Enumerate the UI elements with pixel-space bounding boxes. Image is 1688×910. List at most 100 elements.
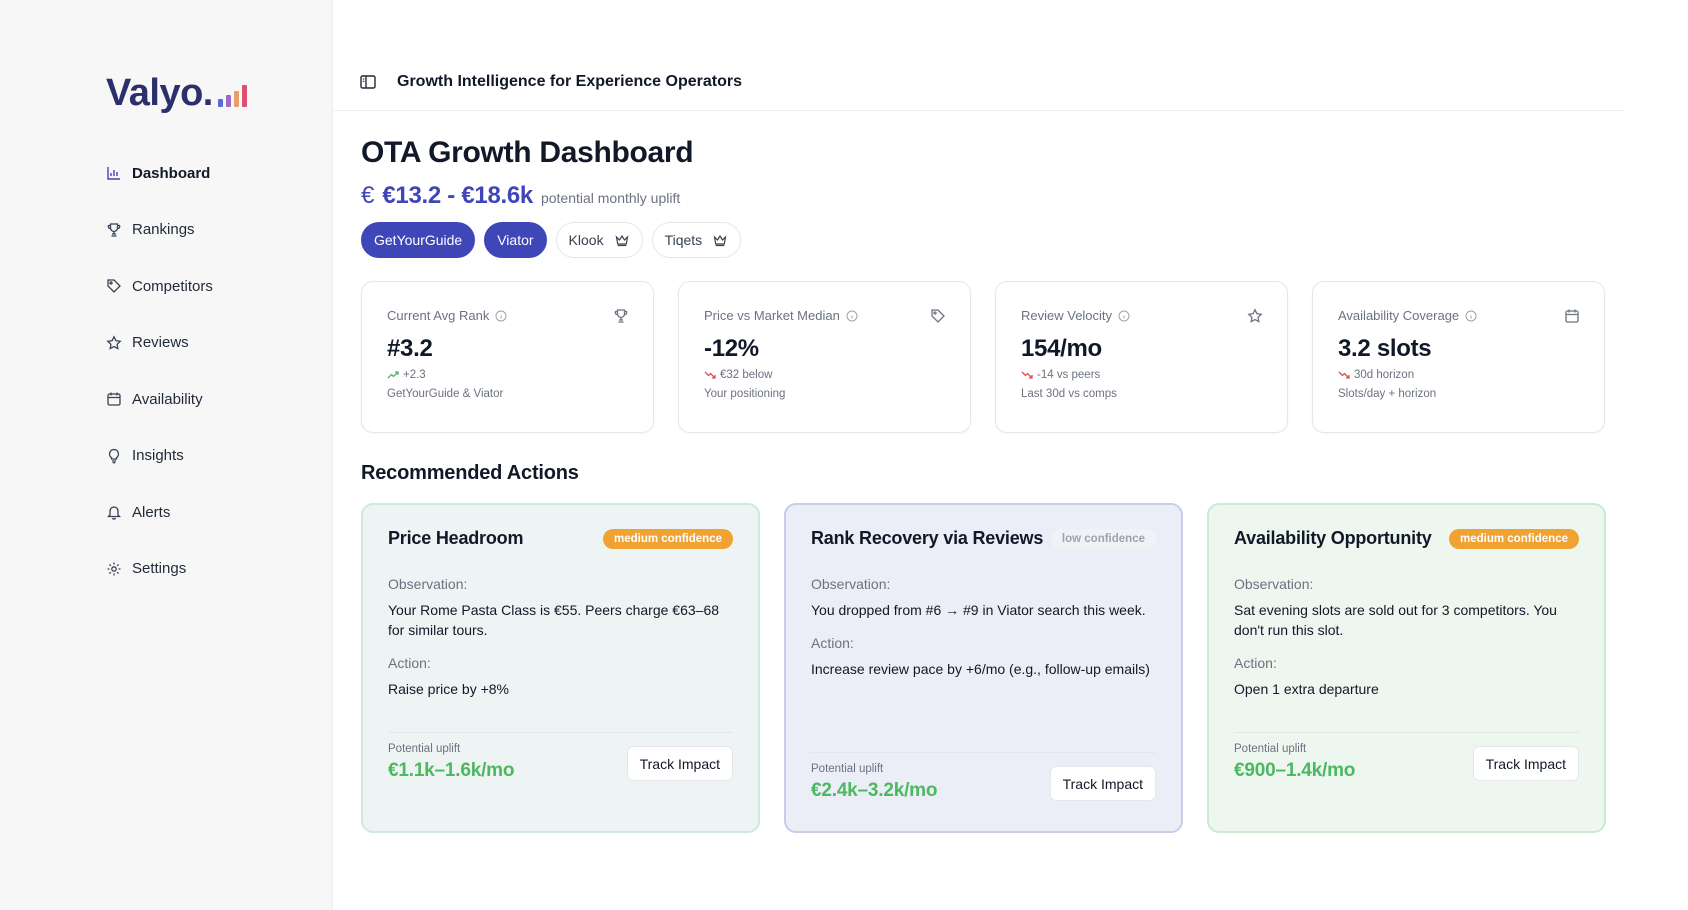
kpi-card-price-vs-median[interactable]: Price vs Market Median -12% €32 below Yo… <box>678 281 971 433</box>
action-card-header: Rank Recovery via Reviews low confidence <box>811 528 1156 549</box>
platform-chip-getyourguide[interactable]: GetYourGuide <box>361 222 476 258</box>
info-icon[interactable] <box>495 310 507 322</box>
kpi-card-avg-rank[interactable]: Current Avg Rank #3.2 +2.3 GetYourGuide … <box>361 281 654 433</box>
platform-chip-klook[interactable]: Klook <box>555 222 643 258</box>
star-icon <box>1247 308 1263 323</box>
kpi-delta-text: 30d horizon <box>1354 369 1415 381</box>
kpi-delta: €32 below <box>704 369 945 381</box>
sidebar-item-competitors[interactable]: Competitors <box>106 274 213 298</box>
platform-chip-tiqets[interactable]: Tiqets <box>651 222 742 258</box>
kpi-delta-text: -14 vs peers <box>1037 369 1101 381</box>
kpi-value: 154/mo <box>1021 335 1102 362</box>
brand-name: Valyo. <box>106 72 213 114</box>
action-card-footer: Potential uplift €1.1k–1.6k/mo Track Imp… <box>388 732 733 782</box>
action-text: Raise price by +8% <box>388 681 510 697</box>
trend-down-icon <box>1021 371 1033 379</box>
confidence-badge: medium confidence <box>1449 528 1579 549</box>
uplift-block: Potential uplift €1.1k–1.6k/mo <box>388 743 514 782</box>
page-title: OTA Growth Dashboard <box>361 136 694 169</box>
trend-up-icon <box>387 371 399 379</box>
sidebar: Valyo. Dashboard Rankings Competitors Re… <box>0 0 333 910</box>
bar-chart-icon <box>107 167 120 180</box>
sidebar-item-label: Dashboard <box>132 164 211 182</box>
action-text: Open 1 extra departure <box>1234 681 1379 697</box>
sidebar-item-alerts[interactable]: Alerts <box>106 500 213 524</box>
info-icon[interactable] <box>1118 310 1130 322</box>
observation-text: You dropped from #6 → #9 in Viator searc… <box>811 602 1146 618</box>
chip-label: Klook <box>568 232 604 248</box>
uplift-value: €13.2 - €18.6k <box>382 182 533 209</box>
track-impact-button[interactable]: Track Impact <box>1472 746 1579 781</box>
action-card-footer: Potential uplift €2.4k–3.2k/mo Track Imp… <box>811 752 1156 802</box>
sidebar-item-label: Competitors <box>132 277 213 295</box>
sidebar-item-reviews[interactable]: Reviews <box>106 331 213 355</box>
info-icon[interactable] <box>1465 310 1477 322</box>
bell-icon <box>106 506 122 520</box>
sidebar-item-label: Rankings <box>132 221 195 238</box>
crown-icon <box>615 234 628 247</box>
sidebar-toggle-icon[interactable] <box>359 73 377 91</box>
action-label: Action: <box>811 635 854 651</box>
kpi-subtitle: Your positioning <box>704 388 786 400</box>
kpi-card-availability-coverage[interactable]: Availability Coverage 3.2 slots 30d hori… <box>1312 281 1605 433</box>
star-icon <box>106 334 122 350</box>
tag-icon <box>931 309 945 323</box>
kpi-label-row: Price vs Market Median <box>704 308 945 323</box>
action-card-header: Price Headroom medium confidence <box>388 528 733 549</box>
info-icon[interactable] <box>846 310 858 322</box>
brand-logo[interactable]: Valyo. <box>106 74 247 112</box>
header-title: Growth Intelligence for Experience Opera… <box>397 73 742 90</box>
kpi-card-review-velocity[interactable]: Review Velocity 154/mo -14 vs peers Last… <box>995 281 1288 433</box>
kpi-row: Current Avg Rank #3.2 +2.3 GetYourGuide … <box>361 281 1606 433</box>
calendar-icon <box>107 392 121 406</box>
chip-label: Tiqets <box>664 232 703 248</box>
kpi-label: Review Velocity <box>1021 308 1113 323</box>
uplift-label: Potential uplift <box>388 743 461 755</box>
confidence-badge: medium confidence <box>603 528 733 549</box>
chip-label: GetYourGuide <box>374 232 463 248</box>
sidebar-item-settings[interactable]: Settings <box>106 557 213 581</box>
uplift-block: Potential uplift €2.4k–3.2k/mo <box>811 763 937 802</box>
action-card-availability-opportunity: Availability Opportunity medium confiden… <box>1207 503 1606 833</box>
kpi-subtitle: Slots/day + horizon <box>1338 388 1437 400</box>
uplift-value: €900–1.4k/mo <box>1234 760 1356 781</box>
sidebar-item-availability[interactable]: Availability <box>106 387 213 411</box>
kpi-label: Price vs Market Median <box>704 308 840 323</box>
trend-down-icon <box>1338 371 1350 379</box>
action-card-header: Availability Opportunity medium confiden… <box>1234 528 1579 549</box>
kpi-label-row: Review Velocity <box>1021 308 1262 323</box>
crown-icon <box>713 234 727 247</box>
kpi-delta-text: €32 below <box>720 369 773 381</box>
action-card-rank-recovery: Rank Recovery via Reviews low confidence… <box>784 503 1183 833</box>
kpi-label: Availability Coverage <box>1338 308 1460 323</box>
kpi-value: #3.2 <box>387 335 433 362</box>
kpi-label: Current Avg Rank <box>387 308 490 323</box>
kpi-label-row: Current Avg Rank <box>387 308 628 323</box>
sidebar-nav: Dashboard Rankings Competitors Reviews A… <box>106 161 213 613</box>
sidebar-item-insights[interactable]: Insights <box>106 444 213 468</box>
top-header: Growth Intelligence for Experience Opera… <box>334 56 1624 111</box>
kpi-delta: -14 vs peers <box>1021 369 1262 381</box>
tag-icon <box>107 279 121 293</box>
platform-chip-viator[interactable]: Viator <box>484 222 547 258</box>
kpi-subtitle: GetYourGuide & Viator <box>387 388 504 400</box>
euro-icon: € <box>361 182 375 209</box>
track-impact-button[interactable]: Track Impact <box>626 746 733 781</box>
lightbulb-icon <box>108 448 120 463</box>
sidebar-item-rankings[interactable]: Rankings <box>106 218 213 242</box>
action-card-footer: Potential uplift €900–1.4k/mo Track Impa… <box>1234 732 1579 782</box>
track-impact-button[interactable]: Track Impact <box>1049 766 1156 801</box>
action-card-price-headroom: Price Headroom medium confidence Observa… <box>361 503 760 833</box>
observation-label: Observation: <box>1234 576 1314 592</box>
action-label: Action: <box>388 655 431 671</box>
trend-down-icon <box>704 371 716 379</box>
chip-label: Viator <box>497 232 534 248</box>
kpi-value: 3.2 slots <box>1338 335 1432 362</box>
observation-text: Your Rome Pasta Class is €55. Peers char… <box>388 602 720 638</box>
trophy-icon <box>107 222 121 237</box>
recommended-actions: Price Headroom medium confidence Observa… <box>361 503 1606 833</box>
observation-label: Observation: <box>811 576 891 592</box>
sidebar-item-dashboard[interactable]: Dashboard <box>106 161 213 185</box>
uplift-label: Potential uplift <box>811 763 884 775</box>
main-content: OTA Growth Dashboard € €13.2 - €18.6k po… <box>361 136 1606 833</box>
